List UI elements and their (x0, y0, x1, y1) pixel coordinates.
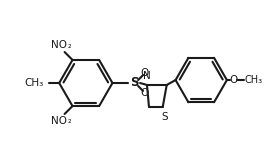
Text: S: S (130, 77, 138, 89)
Text: NO: NO (51, 116, 67, 126)
Text: O: O (140, 68, 148, 78)
Text: CH₃: CH₃ (245, 75, 263, 85)
Text: ₂: ₂ (68, 116, 71, 125)
Text: NO: NO (51, 40, 67, 50)
Text: CH₃: CH₃ (24, 78, 43, 88)
Text: S: S (161, 112, 168, 122)
Text: O: O (230, 75, 238, 85)
Text: N: N (143, 71, 151, 81)
Text: ₂: ₂ (68, 41, 71, 50)
Text: O: O (140, 88, 148, 98)
